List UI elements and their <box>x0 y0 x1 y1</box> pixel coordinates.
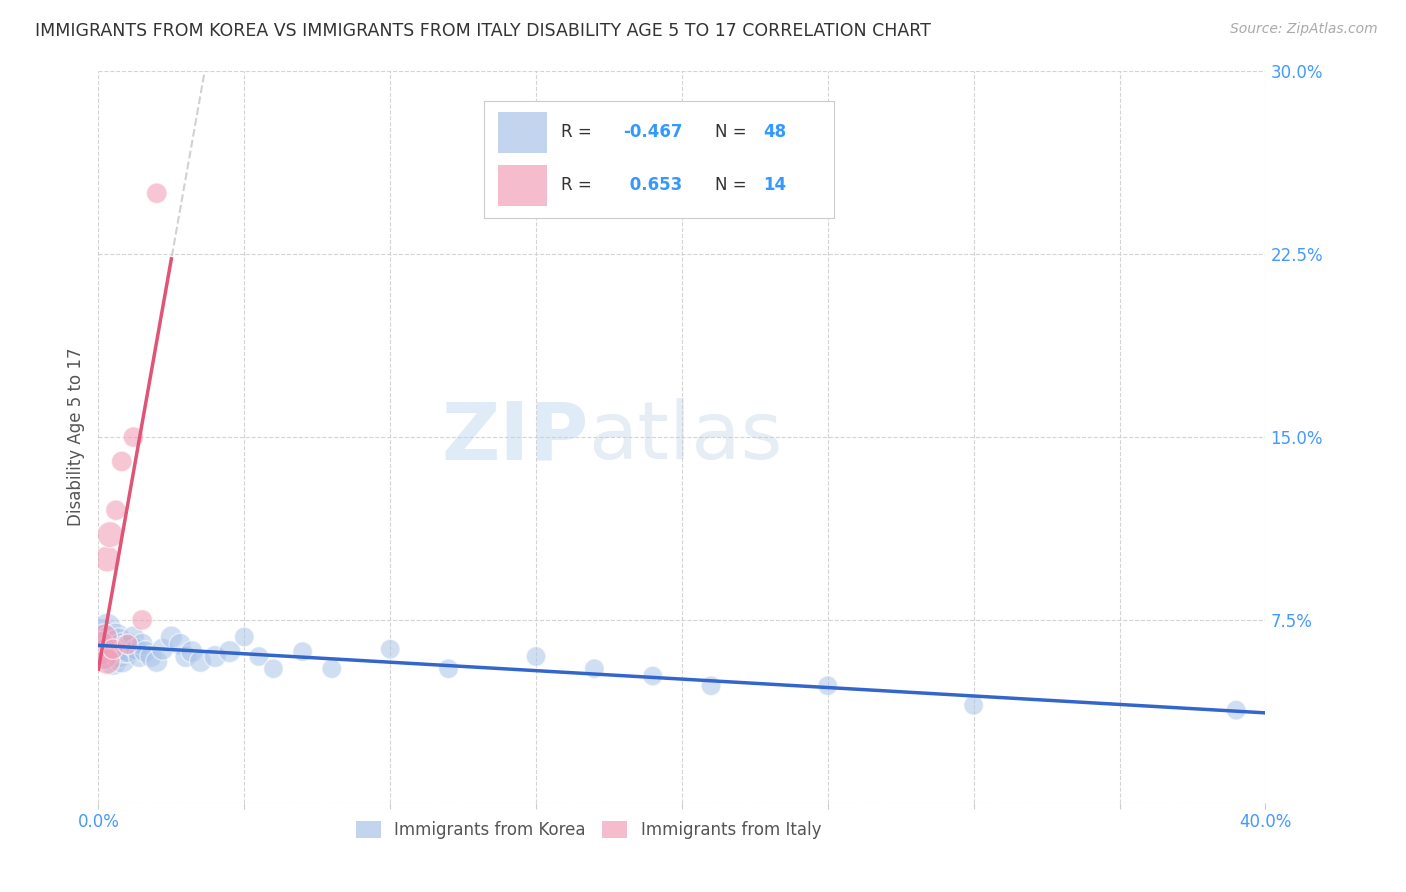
Point <box>96 552 118 566</box>
Point <box>90 637 112 651</box>
Point <box>524 649 547 664</box>
Text: IMMIGRANTS FROM KOREA VS IMMIGRANTS FROM ITALY DISABILITY AGE 5 TO 17 CORRELATIO: IMMIGRANTS FROM KOREA VS IMMIGRANTS FROM… <box>35 22 931 40</box>
Text: Source: ZipAtlas.com: Source: ZipAtlas.com <box>1230 22 1378 37</box>
Point <box>93 630 115 644</box>
Point <box>101 642 124 657</box>
Point <box>1225 703 1247 717</box>
Point <box>160 630 183 644</box>
Point <box>700 679 723 693</box>
Point <box>131 637 153 651</box>
Point <box>98 527 121 541</box>
Point <box>174 649 197 664</box>
Point <box>146 186 169 201</box>
Point <box>190 654 212 668</box>
Point <box>128 649 150 664</box>
Point <box>98 649 121 664</box>
Point <box>146 654 169 668</box>
Point <box>96 637 118 651</box>
Legend: Immigrants from Korea, Immigrants from Italy: Immigrants from Korea, Immigrants from I… <box>349 814 828 846</box>
Point <box>247 649 270 664</box>
Point <box>104 630 127 644</box>
Point <box>111 652 134 666</box>
Point <box>90 637 112 651</box>
Point <box>120 637 142 651</box>
Point <box>108 635 131 649</box>
Point <box>380 642 402 657</box>
Point <box>262 662 284 676</box>
Point <box>93 645 115 659</box>
Point <box>111 640 134 654</box>
Point <box>962 698 984 713</box>
Point <box>111 454 134 468</box>
Point <box>233 630 256 644</box>
Point <box>204 649 226 664</box>
Point <box>114 642 136 657</box>
Point <box>291 645 314 659</box>
Point <box>101 637 124 651</box>
Point <box>98 632 121 647</box>
Point <box>122 430 145 444</box>
Point <box>139 649 162 664</box>
Point <box>125 642 148 657</box>
Point <box>90 645 112 659</box>
Point <box>101 654 124 668</box>
Point <box>218 645 240 659</box>
Point <box>90 625 112 640</box>
Point <box>134 645 156 659</box>
Point <box>437 662 460 676</box>
Point <box>583 662 606 676</box>
Point <box>122 630 145 644</box>
Text: ZIP: ZIP <box>441 398 589 476</box>
Point <box>93 630 115 644</box>
Point <box>96 620 118 634</box>
Point <box>96 654 118 668</box>
Point <box>108 647 131 661</box>
Point <box>131 613 153 627</box>
Point <box>180 645 202 659</box>
Point <box>169 637 191 651</box>
Point <box>117 645 139 659</box>
Point <box>817 679 839 693</box>
Point <box>152 642 174 657</box>
Point <box>104 503 127 517</box>
Point <box>321 662 343 676</box>
Text: atlas: atlas <box>589 398 783 476</box>
Point <box>104 642 127 657</box>
Point <box>641 669 664 683</box>
Point <box>117 637 139 651</box>
Y-axis label: Disability Age 5 to 17: Disability Age 5 to 17 <box>66 348 84 526</box>
Point <box>93 649 115 664</box>
